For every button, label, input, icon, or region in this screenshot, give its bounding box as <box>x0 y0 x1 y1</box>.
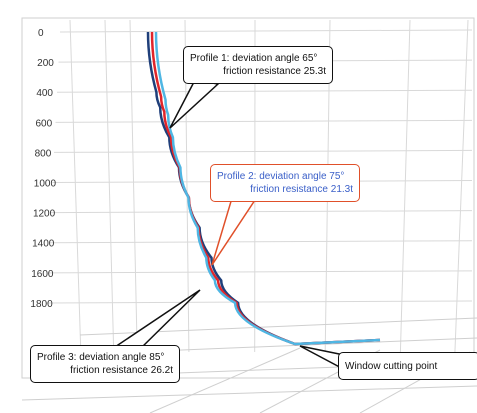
series-line-3 <box>154 31 381 346</box>
callout-profile-1-line2: friction resistance 25.3t <box>223 66 326 77</box>
y-tick-label: 200 <box>37 58 54 69</box>
callout-profile-1-line1: Profile 1: deviation angle 65° <box>190 53 318 64</box>
y-tick-label: 1600 <box>31 269 54 280</box>
callout-profile-3-line1: Profile 3: deviation angle 85° <box>37 352 165 363</box>
y-tick-label: 600 <box>35 118 52 129</box>
callout-profile-2-line2: friction resistance 21.3t <box>250 184 353 195</box>
y-tick-label: 1400 <box>32 239 55 250</box>
callout-profile-2: Profile 2: deviation angle 75° friction … <box>210 164 360 202</box>
y-tick-label: 800 <box>35 148 52 159</box>
y-tick-label: 1000 <box>34 179 57 190</box>
callout-profile-2-line1: Profile 2: deviation angle 75° <box>217 171 345 182</box>
y-tick-label: 400 <box>36 88 53 99</box>
y-tick-label: 0 <box>38 28 44 39</box>
callout-profile-3-line2: friction resistance 26.2t <box>70 365 173 376</box>
series-lines <box>146 31 381 346</box>
callout-window-cutting-point-label: Window cutting point <box>345 361 438 372</box>
callout-profile-3: Profile 3: deviation angle 85° friction … <box>30 345 180 383</box>
y-tick-label: 1800 <box>30 299 53 310</box>
y-axis: 0 200 400 600 800 1000 1200 1400 1600 1800 <box>30 28 56 310</box>
callout-window-cutting-point: Window cutting point <box>338 352 477 380</box>
callout-profile-1: Profile 1: deviation angle 65° friction … <box>183 46 333 84</box>
y-tick-label: 1200 <box>33 209 56 220</box>
